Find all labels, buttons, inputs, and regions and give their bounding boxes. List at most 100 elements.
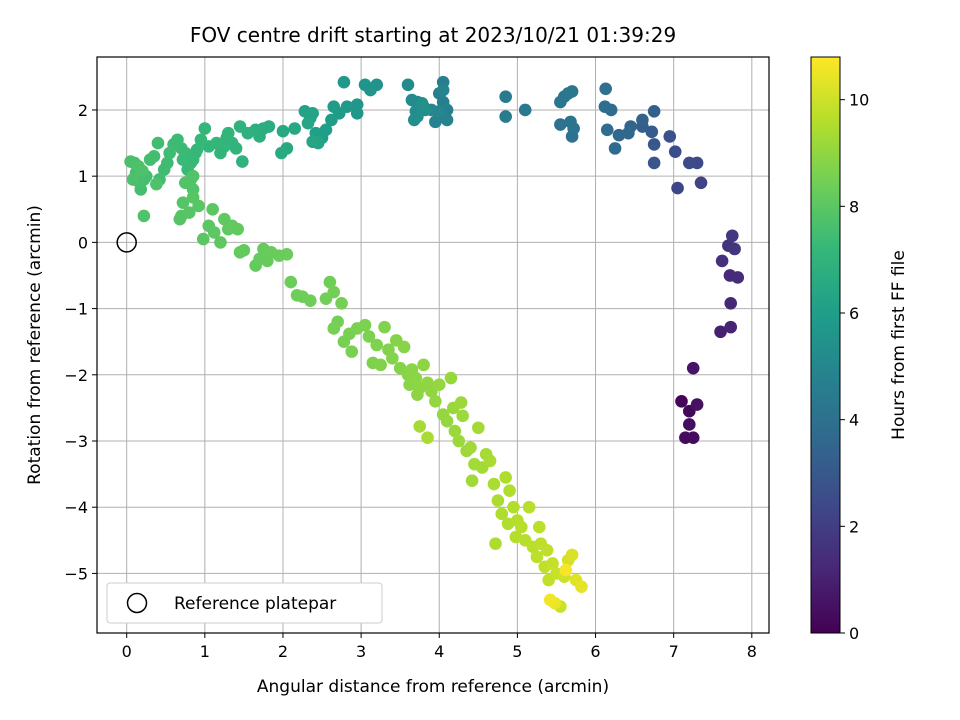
- y-tick-label: −5: [64, 564, 88, 583]
- data-point: [358, 318, 372, 332]
- data-point: [163, 146, 176, 160]
- y-tick-label: 1: [78, 167, 88, 186]
- data-point: [378, 320, 391, 334]
- data-point: [327, 322, 341, 335]
- data-point: [151, 136, 165, 150]
- x-tick-label: 2: [278, 642, 288, 661]
- data-point: [143, 153, 157, 166]
- legend-box: [106, 582, 383, 624]
- data-point: [275, 146, 288, 160]
- x-tick-label: 4: [434, 642, 444, 661]
- data-point: [559, 563, 573, 577]
- data-point: [483, 454, 497, 468]
- data-point: [397, 340, 411, 354]
- data-point: [370, 338, 384, 352]
- data-point: [694, 176, 708, 190]
- data-point: [622, 126, 635, 140]
- data-point: [575, 580, 588, 593]
- y-axis-label: Rotation from reference (arcmin): [25, 205, 45, 485]
- data-point: [194, 133, 208, 147]
- data-point: [465, 474, 479, 488]
- data-point: [418, 103, 432, 117]
- data-point: [647, 138, 661, 151]
- data-point: [233, 120, 247, 133]
- data-point: [728, 242, 741, 256]
- data-point: [345, 345, 359, 358]
- data-point: [686, 361, 700, 375]
- data-point: [362, 330, 376, 343]
- y-tick-label: −3: [64, 432, 88, 451]
- data-point: [405, 93, 419, 107]
- data-point: [288, 122, 301, 135]
- data-point: [454, 396, 468, 409]
- chart-title: FOV centre drift starting at 2023/10/21 …: [190, 23, 676, 47]
- data-point: [207, 226, 221, 239]
- data-point: [421, 431, 434, 444]
- data-point: [518, 103, 532, 117]
- data-point: [507, 500, 520, 514]
- data-point: [440, 113, 454, 127]
- data-point: [126, 173, 140, 186]
- data-point: [540, 543, 554, 557]
- data-point: [214, 236, 227, 249]
- data-point: [487, 477, 501, 491]
- data-point: [561, 87, 575, 100]
- colorbar-tick-label: 6: [849, 304, 859, 323]
- data-point: [464, 441, 477, 454]
- data-point: [401, 78, 415, 92]
- x-tick-label: 0: [122, 642, 132, 661]
- data-point: [682, 156, 696, 170]
- data-point: [417, 358, 430, 372]
- data-point: [178, 176, 192, 190]
- data-point: [489, 537, 502, 550]
- data-point: [206, 202, 219, 216]
- colorbar-tick-label: 8: [849, 197, 859, 216]
- data-point: [671, 181, 684, 195]
- legend: Reference platepar: [106, 582, 383, 624]
- data-point: [564, 115, 577, 129]
- data-point: [327, 285, 341, 299]
- data-point: [663, 130, 677, 143]
- x-axis-ticks: 0 1 2 3 4 5 6 7 8: [122, 633, 757, 661]
- legend-entry-reference: Reference platepar: [174, 594, 336, 614]
- data-point: [448, 424, 462, 438]
- data-point: [714, 325, 727, 339]
- data-point: [150, 177, 163, 191]
- data-point: [598, 100, 612, 113]
- data-point: [323, 275, 337, 289]
- data-point: [413, 420, 427, 433]
- data-point: [304, 294, 317, 307]
- data-point: [325, 113, 338, 127]
- data-point: [724, 296, 738, 310]
- y-tick-label: −2: [64, 366, 88, 385]
- data-point: [543, 593, 557, 607]
- data-point: [306, 106, 319, 120]
- y-tick-label: 0: [78, 233, 88, 252]
- plot-frame: [96, 56, 770, 634]
- reference-point-marker: [116, 232, 137, 253]
- data-point: [725, 229, 739, 243]
- data-point: [196, 232, 210, 246]
- colorbar: 0 2 4 6 8 10 Hours from first FF file: [810, 56, 909, 643]
- data-point: [491, 494, 505, 507]
- data-point: [350, 106, 364, 120]
- data-point: [157, 163, 171, 176]
- data-point: [682, 418, 696, 431]
- data-point: [306, 135, 319, 149]
- data-point: [522, 500, 536, 514]
- data-point: [715, 254, 729, 268]
- data-point: [276, 124, 290, 138]
- data-point: [440, 414, 454, 428]
- data-point: [237, 244, 251, 257]
- data-point: [429, 394, 442, 408]
- data-point: [176, 196, 190, 209]
- data-point: [668, 145, 682, 158]
- data-point: [686, 431, 700, 444]
- data-point: [647, 104, 661, 118]
- scatter-points: [124, 75, 745, 613]
- data-point: [192, 199, 205, 213]
- x-tick-label: 6: [590, 642, 600, 661]
- data-point: [724, 320, 738, 334]
- data-point: [608, 142, 622, 155]
